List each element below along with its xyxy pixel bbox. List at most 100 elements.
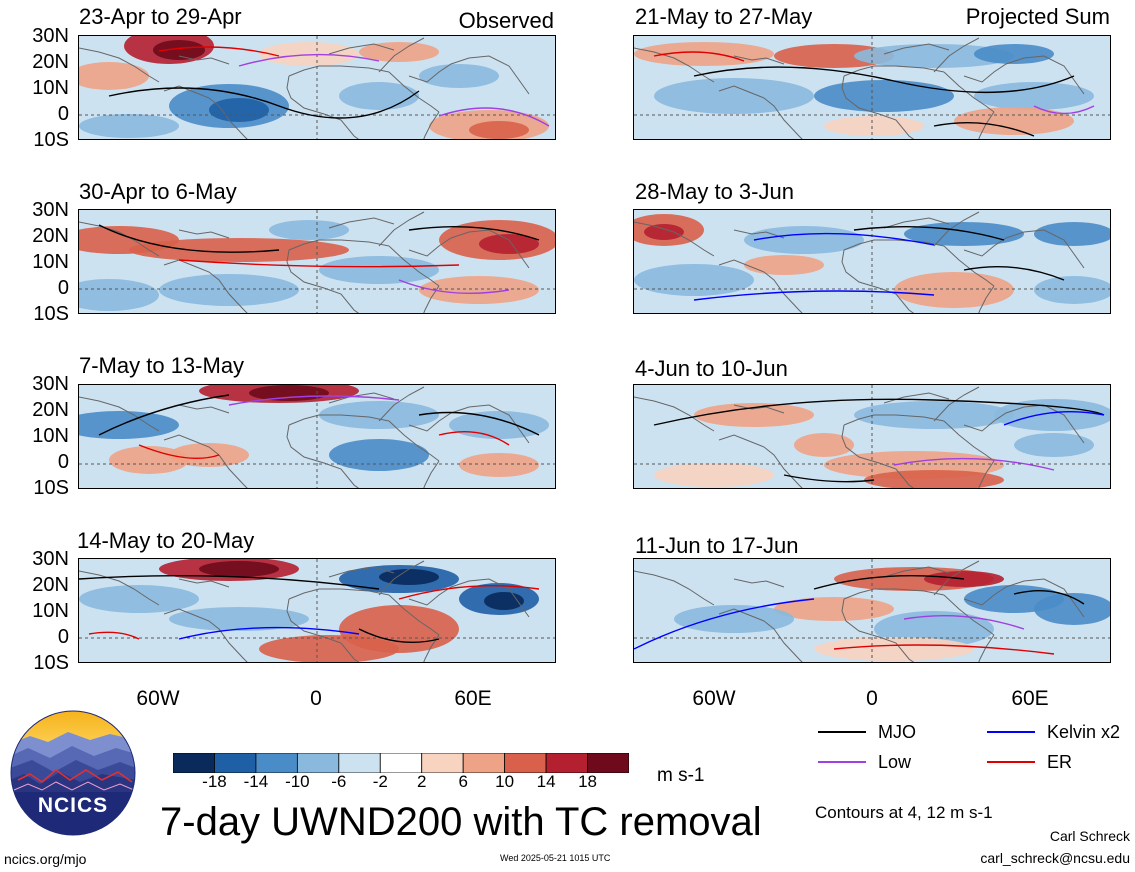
coastline [843,65,945,77]
legend-low-line [818,761,866,763]
colorbar-tick-label: -10 [285,772,310,791]
legend-mjo-line [818,731,866,733]
lat-label-eq: 0 [57,103,69,125]
coastline [288,65,390,77]
map-graphic [79,559,555,662]
coastline [388,420,440,462]
anomaly-region [109,446,189,474]
colorbar-swatch [504,752,547,774]
anomaly-region [1034,593,1110,625]
anomaly-region [169,443,249,467]
anomaly-region [854,401,1014,429]
coastline [423,111,440,139]
panel-title-obs-2: 30-Apr to 6-May [79,179,237,204]
lat-label-20n: 20N [32,399,69,421]
colorbar-swatch [421,752,464,774]
coastline [288,239,390,251]
ncics-logo-icon [10,710,136,836]
coastline [841,75,915,139]
coastline [718,259,803,313]
contour-line [408,225,540,241]
contour-line [98,224,280,253]
anomaly-region [419,276,539,304]
map-graphic [634,385,1110,488]
coastline [634,221,715,257]
coastline [933,560,980,596]
anomaly-region [814,637,974,661]
contour-line [1003,410,1105,426]
colorbar-swatch [296,752,340,774]
contour-line [853,225,1005,241]
coastline [943,420,995,462]
lat-label-20n: 20N [32,574,69,596]
lat-label-10n: 10N [32,425,69,447]
legend-mjo-label: MJO [878,722,916,742]
lat-label-eq: 0 [57,277,69,299]
coastline [943,245,995,287]
anomaly-region [894,272,1014,308]
lat-label-30n: 30N [32,548,69,570]
coastline [733,229,785,239]
colorbar-swatch [379,752,423,774]
coastline [178,55,230,65]
panel-title-proj-2: 28-May to 3-Jun [635,179,794,204]
coastline [841,598,915,662]
coastline [388,245,440,287]
colorbar-units: m s-1 [657,765,705,786]
contour-line [108,87,420,119]
coastline [733,404,785,414]
coastline [933,386,980,422]
contour-line [783,474,875,483]
contour-line [98,394,230,436]
coastline [943,594,995,636]
legend-er-line [987,761,1035,763]
anomaly-region [1014,433,1094,457]
coastline [978,634,995,662]
map-panel-obs-4 [78,558,556,663]
colorbar-tick-label: 6 [458,772,468,791]
anomaly-region [329,439,429,471]
colorbar-tick-label: -14 [243,772,269,791]
contour-line [398,279,510,295]
anomaly-region [319,401,439,429]
coastline [718,608,803,662]
coastline [933,37,980,73]
coastline [978,285,995,313]
anomaly-region [774,44,894,68]
coastline [79,570,160,606]
anomaly-region [449,411,549,439]
anomaly-region [153,40,205,60]
anomaly-region [319,256,439,284]
coastline [963,578,1085,618]
lon-label-60e: 60E [454,687,492,710]
anomaly-region [974,44,1054,64]
timestamp: Wed 2025-05-21 1015 UTC [500,853,611,863]
legend-low-label: Low [878,752,912,772]
contour-line [138,444,220,459]
map-panel-proj-2 [633,209,1111,314]
coastline [408,55,530,95]
coastline [388,594,440,636]
coastline [718,434,803,488]
coastline [634,570,715,606]
observed-label: Observed [458,8,554,33]
lat-label-10s: 10S [33,652,69,674]
contour-line [963,265,1065,281]
contour-line [903,614,1025,630]
anomaly-region [864,470,1004,488]
coastline [883,392,950,404]
contour-line [933,121,1035,137]
anomaly-region [634,42,774,66]
map-graphic [634,559,1110,662]
coastline [423,634,440,662]
lat-label-20n: 20N [32,51,69,73]
anomaly-region [269,220,349,240]
coastline [178,229,230,239]
anomaly-region [654,463,774,487]
anomaly-region [634,264,754,296]
coastline [378,560,425,596]
anomaly-region [259,42,359,66]
coastline [841,424,915,488]
anomaly-region [824,116,924,136]
colorbar-swatch [338,752,381,774]
